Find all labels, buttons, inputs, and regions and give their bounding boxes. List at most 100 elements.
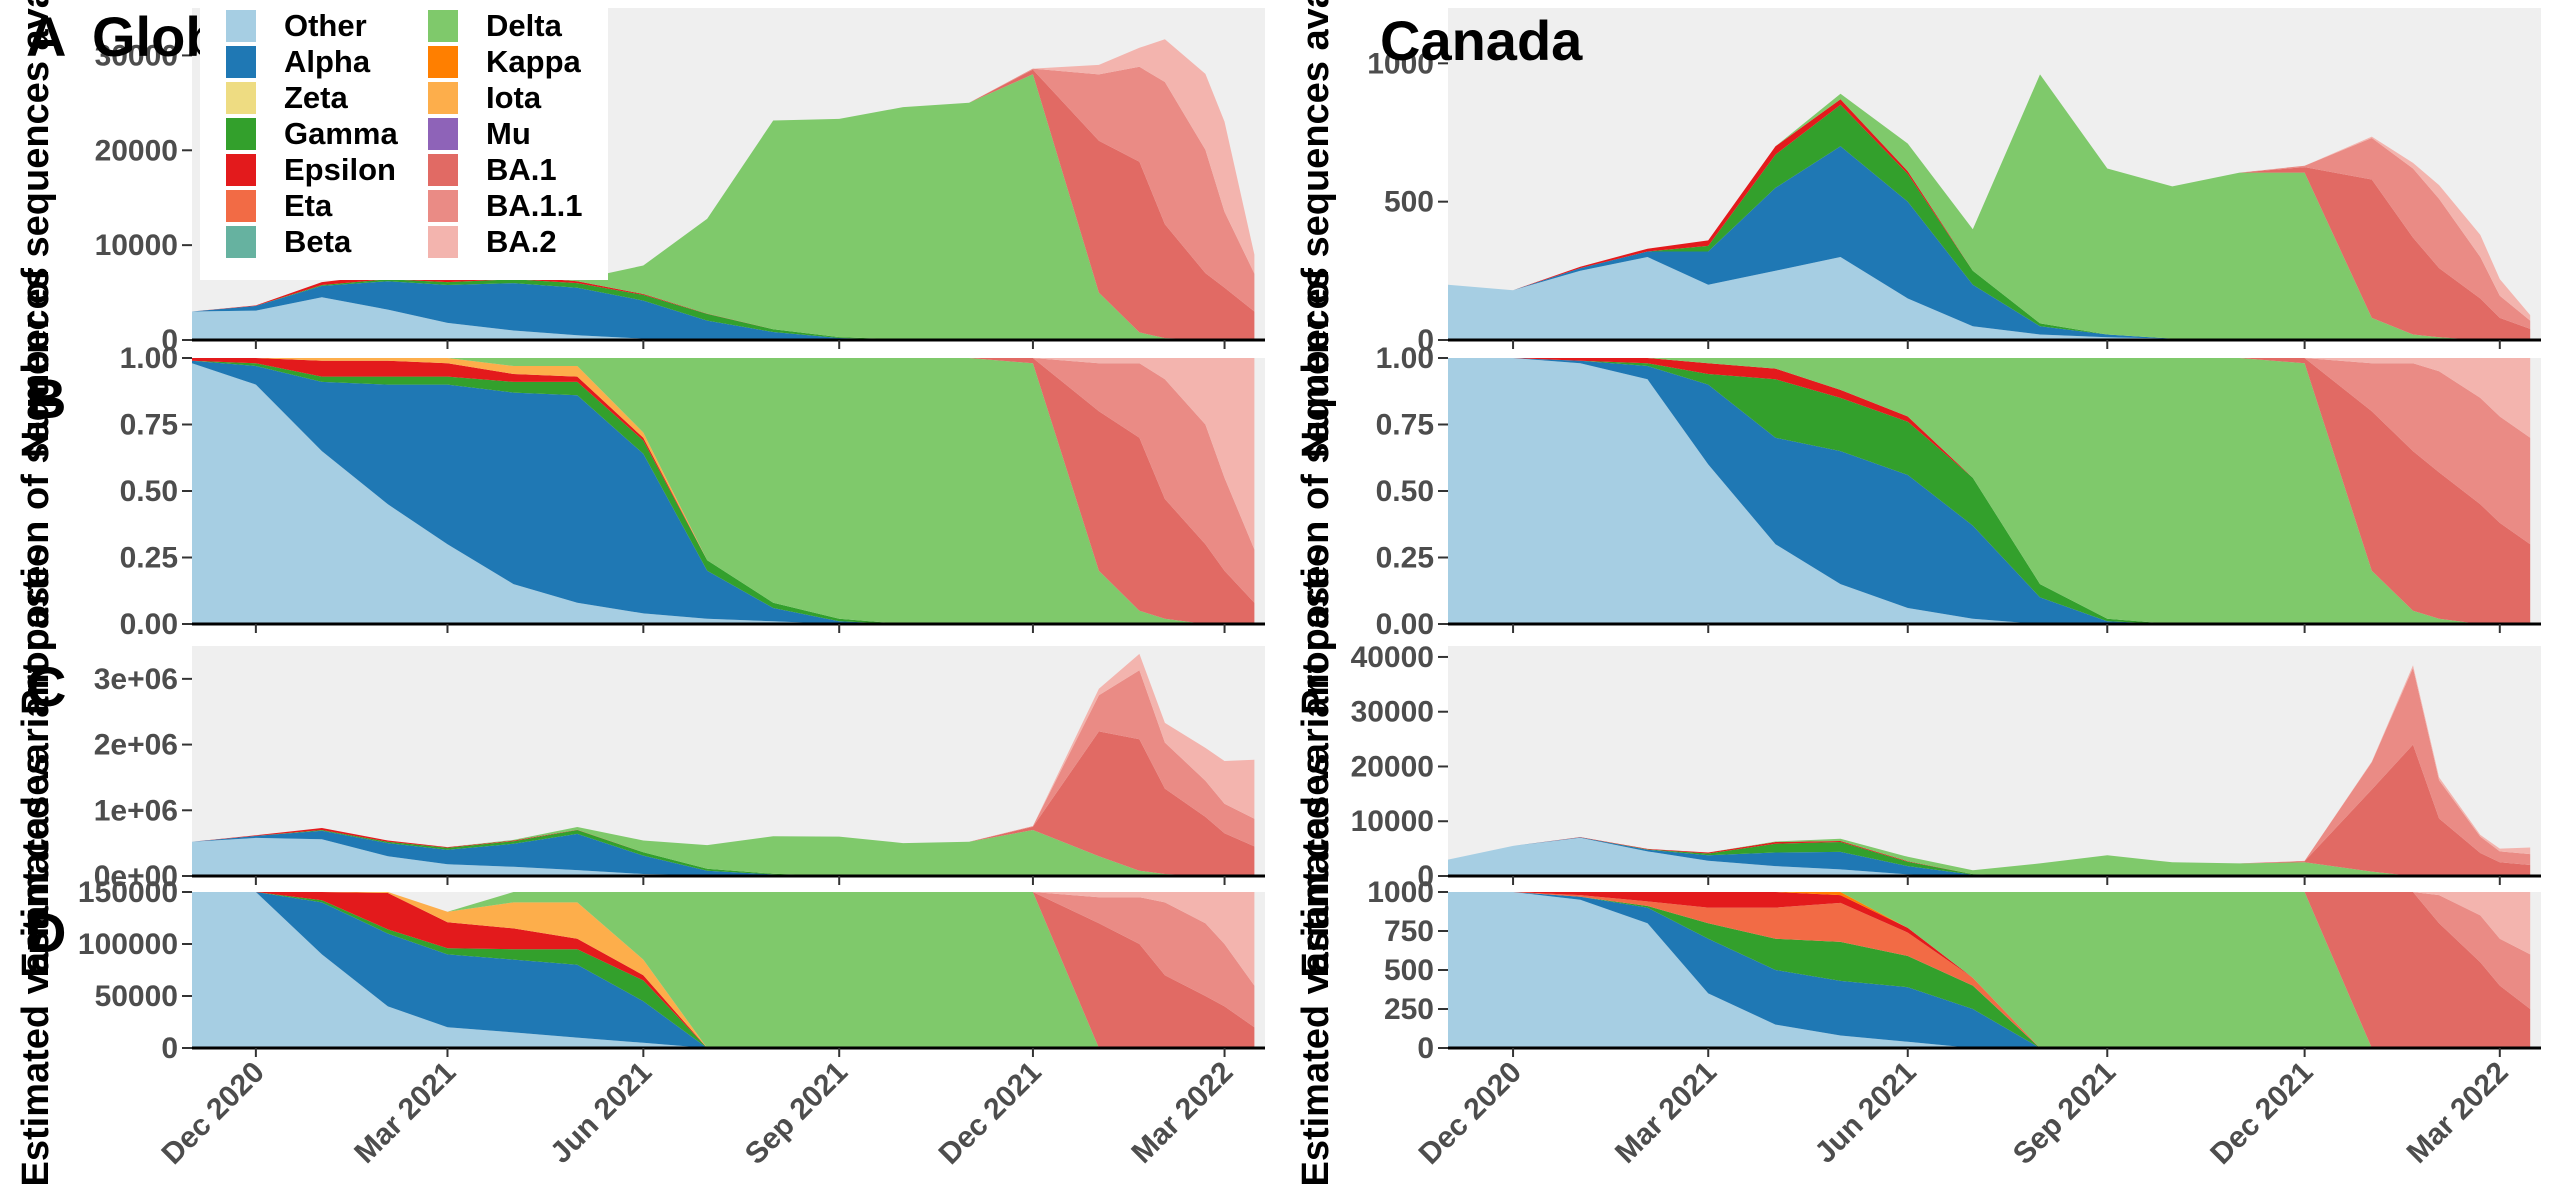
legend-key-delta (428, 10, 458, 42)
y-tick-label: 0.75 (120, 409, 178, 442)
x-tick-label: Dec 2020 (1413, 1056, 1528, 1171)
legend-label: Delta (486, 8, 563, 43)
plot-panel-D-canada: 0 250 500 750 1000 (1367, 876, 2541, 1065)
area-ba-2 (192, 39, 1255, 312)
area-ba-1 (1448, 744, 2531, 876)
legend-label: BA.2 (486, 224, 557, 259)
area-other (1448, 358, 2531, 624)
area-ba-2 (1448, 358, 2531, 438)
plot-panel-B-canada: 0.00 0.25 0.50 0.75 1.00 (1376, 342, 2541, 641)
legend-label: Kappa (486, 44, 582, 79)
x-tick-label: Mar 2022 (1125, 1056, 1239, 1170)
panel-label-d: D (26, 901, 66, 964)
y-tick-label: 0.50 (120, 475, 178, 508)
area-gamma (1448, 892, 2531, 1048)
y-axis-title: Estimated variant cases (15, 753, 57, 1186)
legend-key-gamma (226, 118, 256, 150)
legend-label: Beta (284, 224, 352, 259)
legend-key-ba-2 (428, 226, 458, 258)
legend-key-eta (226, 190, 256, 222)
y-tick-label: 0.50 (1376, 475, 1434, 508)
area-ba-1-1 (192, 66, 1255, 312)
y-tick-label: 150000 (78, 876, 178, 909)
y-axis-title: Number of sequences available (1295, 0, 1337, 458)
y-axis-title: Estimated variant cases (1295, 544, 1337, 977)
legend-key-ba-1-1 (428, 190, 458, 222)
y-tick-label: 0e+00 (94, 860, 178, 893)
x-tick-label: Jun 2021 (544, 1056, 658, 1170)
legend-key-epsilon (226, 154, 256, 186)
plot-panel-C-global: 0e+00 1e+06 2e+06 3e+06 (94, 646, 1265, 893)
legend-key-iota (428, 82, 458, 114)
area-alpha (192, 892, 1255, 1048)
x-tick-label: Sep 2021 (739, 1056, 854, 1171)
area-other (1448, 892, 2531, 1048)
y-axis-title: Estimated variant cases (15, 544, 57, 977)
x-tick-label: Jun 2021 (1809, 1056, 1923, 1170)
y-tick-label: 0.25 (120, 542, 178, 575)
area-ba-1 (192, 892, 1255, 1048)
y-tick-label: 10000 (1351, 805, 1434, 838)
y-axis-title: Number of sequences available (15, 0, 57, 458)
legend-label: Eta (284, 188, 333, 223)
y-tick-label: 100000 (78, 928, 178, 961)
area-other (192, 297, 1255, 340)
area-other (1448, 837, 2531, 876)
y-tick-label: 50000 (95, 980, 178, 1013)
y-axis-title: Proportion of sequences (1295, 267, 1337, 715)
x-tick-label: Mar 2021 (1609, 1056, 1723, 1170)
y-tick-label: 0.75 (1376, 409, 1434, 442)
area-ba-1 (1448, 892, 2531, 1048)
area-alpha (1448, 146, 2531, 340)
y-tick-label: 30000 (95, 39, 178, 72)
legend-label: Epsilon (284, 152, 396, 187)
y-tick-label: 0.00 (120, 608, 178, 641)
y-tick-label: 20000 (1351, 750, 1434, 783)
y-tick-label: 500 (1384, 954, 1434, 987)
area-alpha (192, 281, 1255, 340)
legend-key-ba-1 (428, 154, 458, 186)
x-tick-label: Sep 2021 (2007, 1056, 2122, 1171)
y-tick-label: 1.00 (120, 342, 178, 375)
area-ba-1 (1448, 358, 2531, 624)
area-delta (192, 827, 1255, 876)
plot-panel-C-canada: 0 10000 20000 30000 40000 (1351, 641, 2541, 893)
legend-key-alpha (226, 46, 256, 78)
area-gamma (1448, 104, 2531, 340)
legend-key-beta (226, 226, 256, 258)
y-tick-label: 250 (1384, 993, 1434, 1026)
title-canada: Canada (1380, 9, 1583, 72)
legend-key-other (226, 10, 256, 42)
plot-panel-B-global: 0.00 0.25 0.50 0.75 1.00 (120, 342, 1265, 641)
y-tick-label: 0 (1417, 1032, 1434, 1065)
y-tick-label: 1000 (1367, 876, 1434, 909)
y-axis-title: Proportion of sequences (15, 267, 57, 715)
y-tick-label: 1e+06 (94, 794, 178, 827)
y-tick-label: 2e+06 (94, 729, 178, 762)
legend-label: Other (284, 8, 367, 43)
y-tick-label: 10000 (95, 229, 178, 262)
area-delta (1448, 837, 2531, 876)
area-delta (192, 358, 1255, 624)
legend-label: Gamma (284, 116, 398, 151)
area-delta (192, 74, 1255, 340)
panel-label-c: C (26, 655, 66, 718)
area-ba-1 (192, 358, 1255, 624)
y-tick-label: 30000 (1351, 696, 1434, 729)
legend-key-zeta (226, 82, 256, 114)
area-delta (1448, 892, 2531, 1048)
area-other (192, 892, 1255, 1048)
y-tick-label: 0 (161, 1032, 178, 1065)
area-ba-1 (192, 731, 1255, 876)
plot-panel-D-global: 0 50000 100000 150000 (78, 876, 1265, 1065)
area-other (192, 837, 1255, 876)
area-epsilon (192, 892, 1255, 1048)
area-other (192, 363, 1255, 624)
x-tick-label: Dec 2021 (933, 1056, 1048, 1171)
area-gamma (192, 360, 1255, 624)
x-tick-label: Dec 2021 (2204, 1056, 2319, 1171)
legend-key-mu (428, 118, 458, 150)
plot-panel-A-canada: 0 500 1000 (1367, 8, 2541, 357)
legend-label: Mu (486, 116, 531, 151)
